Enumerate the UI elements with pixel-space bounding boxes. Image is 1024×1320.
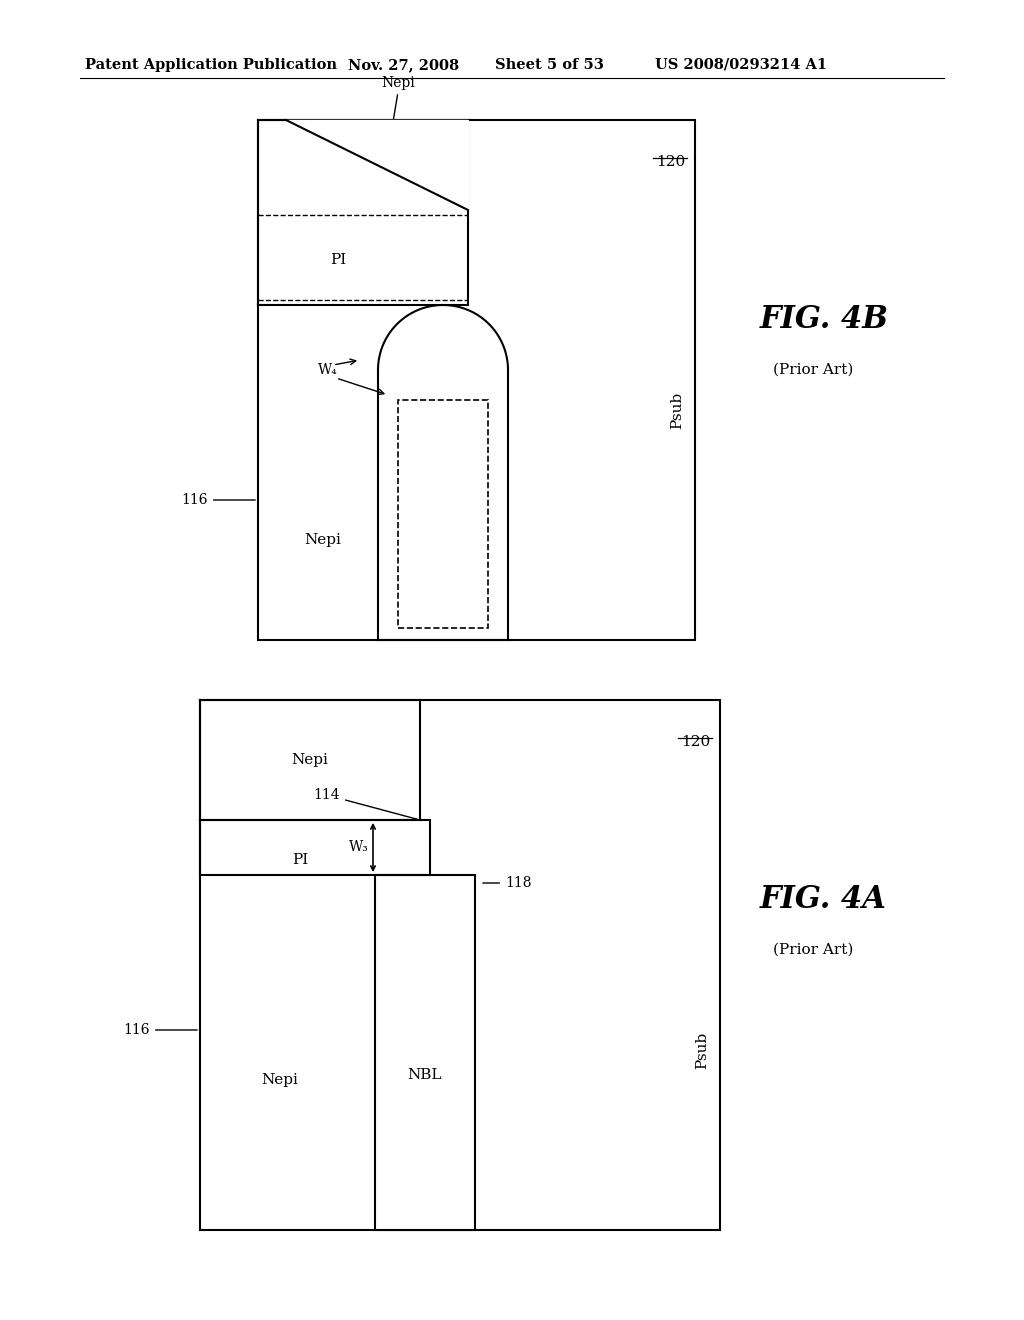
Bar	[258, 120, 695, 640]
Text: Nov. 27, 2008: Nov. 27, 2008	[348, 58, 459, 73]
Text: Psub: Psub	[670, 391, 684, 429]
Text: 114: 114	[313, 788, 418, 820]
Text: Nepi: Nepi	[381, 77, 415, 90]
Text: Sheet 5 of 53: Sheet 5 of 53	[495, 58, 604, 73]
Text: (Prior Art): (Prior Art)	[773, 363, 853, 378]
Text: 120: 120	[681, 735, 710, 748]
Polygon shape	[286, 120, 468, 210]
Text: Nepi: Nepi	[261, 1073, 298, 1086]
Text: NBL: NBL	[408, 1068, 442, 1082]
Text: Psub: Psub	[695, 1031, 709, 1069]
Text: PI: PI	[330, 253, 346, 267]
Bar	[375, 875, 475, 1230]
Text: FIG. 4B: FIG. 4B	[760, 305, 889, 335]
Text: 116: 116	[124, 1023, 198, 1038]
Text: Nepi: Nepi	[304, 533, 341, 546]
Text: FIG. 4A: FIG. 4A	[760, 884, 887, 916]
Text: NBL: NBL	[426, 507, 460, 521]
FancyArrowPatch shape	[258, 900, 388, 948]
Bar	[398, 400, 488, 628]
Text: W₃: W₃	[349, 840, 369, 854]
Text: 120: 120	[655, 154, 685, 169]
Text: (Prior Art): (Prior Art)	[773, 942, 853, 957]
Text: US 2008/0293214 A1: US 2008/0293214 A1	[655, 58, 827, 73]
Text: Patent Application Publication: Patent Application Publication	[85, 58, 337, 73]
Text: Nepi: Nepi	[292, 752, 329, 767]
Text: W₄: W₄	[318, 363, 338, 378]
Text: 116: 116	[181, 492, 255, 507]
Text: PI: PI	[292, 853, 308, 867]
Bar	[200, 700, 720, 1230]
FancyArrowPatch shape	[258, 920, 300, 1200]
Text: 118: 118	[482, 876, 531, 890]
